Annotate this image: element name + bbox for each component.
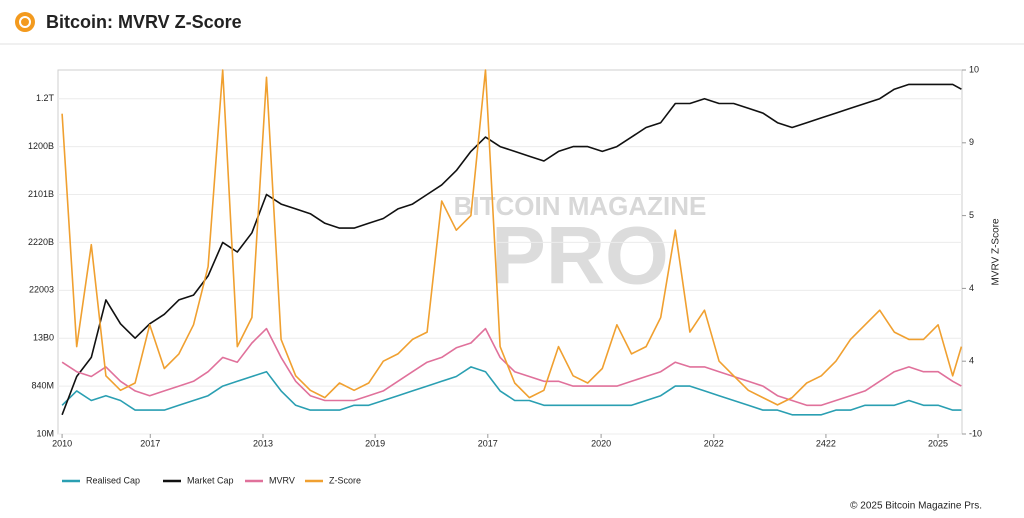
y-tick-label: 13B0 [33,333,54,343]
x-tick-label: 2017 [478,438,498,448]
x-tick-label: 2422 [816,438,836,448]
y-tick-label: 2101B [28,189,54,199]
bitcoin-icon-mark [19,16,31,28]
y2-tick-label: 10 [969,64,979,74]
y2-tick-label: -10 [969,428,982,438]
series-line [61,83,962,416]
y-tick-label: 840M [31,380,54,390]
y2-tick-label: 4 [969,356,974,366]
x-tick-label: 2025 [928,438,948,448]
legend-label: Market Cap [187,475,234,485]
legend-label: Z-Score [329,475,361,485]
series-line [61,69,963,406]
legend-label: MVRV [269,475,295,485]
series-line [61,327,962,407]
plot: 10M 840M 13B0 22003 2220B 2101B 1200B 1.2T -10 4 4… [28,64,982,485]
watermark: BITCOIN MAGAZINE [454,191,707,221]
chart-title: Bitcoin: MVRV Z-Score [46,12,242,32]
bitcoin-icon [15,12,35,32]
y2-tick-label: 4 [969,283,974,293]
y-tick-label: 2220B [28,237,54,247]
y-tick-label: 22003 [29,285,54,295]
y2-axis-label: MVRV Z-Score [991,218,1002,285]
y-tick-label: 10M [36,428,54,438]
x-tick-label: 2022 [704,438,724,448]
x-tick-label: 2010 [52,438,72,448]
y2-tick-label: 5 [969,210,974,220]
x-tick-label: 2013 [253,438,273,448]
y2-tick-label: 9 [969,137,974,147]
x-tick-label: 2020 [591,438,611,448]
legend-label: Realised Cap [86,475,140,485]
y-tick-label: 1200B [28,141,54,151]
watermark: PRO [491,211,669,302]
footer: © 2025 Bitcoin Magazine Prs. [850,501,982,512]
series-line [61,366,962,416]
x-tick-label: 2017 [140,438,160,448]
x-tick-label: 2019 [365,438,385,448]
y-tick-label: 1.2T [36,93,55,103]
